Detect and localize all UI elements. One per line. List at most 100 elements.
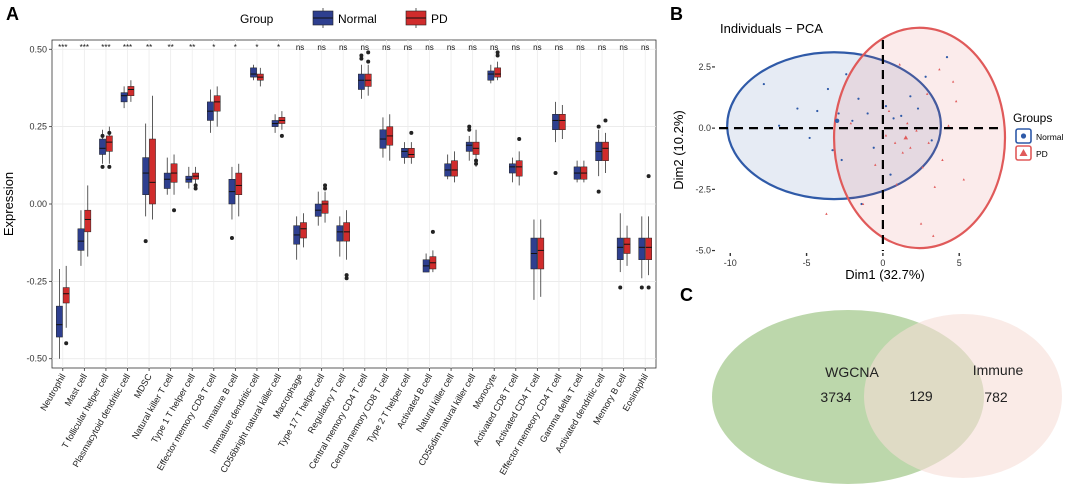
box-pd xyxy=(127,86,135,96)
box-outlier-pd xyxy=(495,50,500,55)
boxplot-y-ticks: -0.50 -0.25 0.00 0.25 0.50 xyxy=(26,44,646,371)
pca-chart: Individuals − PCA -10 -5 0 5-5.0-2.50.02.5 … xyxy=(671,21,1064,282)
pca-y-tick-label: 0.0 xyxy=(698,123,711,133)
pca-point-normal xyxy=(808,136,811,140)
box-pd xyxy=(645,237,652,260)
box-normal xyxy=(638,237,646,260)
pca-point-normal xyxy=(831,149,834,152)
box-normal xyxy=(358,73,365,90)
pca-x-tick-label: 0 xyxy=(880,258,885,268)
pca-point-pd xyxy=(954,99,958,103)
box-outlier-pd xyxy=(517,137,522,142)
significance-label: *** xyxy=(58,43,67,52)
box-pd xyxy=(494,67,501,78)
pca-point-normal xyxy=(930,139,933,142)
pca-title: Individuals − PCA xyxy=(720,21,823,36)
pca-ellipses xyxy=(726,26,1007,250)
pca-point-pd xyxy=(825,212,828,215)
pca-point-normal xyxy=(816,109,819,113)
category-label: MDSC xyxy=(132,372,154,400)
venn-count-wgcna: 3734 xyxy=(820,389,851,405)
box-normal xyxy=(509,163,516,174)
boxplot-legend: Group Normal PD xyxy=(240,8,448,28)
pca-point-normal xyxy=(872,146,875,149)
venn-label-immune: Immune xyxy=(973,362,1024,378)
box-normal xyxy=(56,305,63,338)
box-outlier-normal xyxy=(100,133,105,138)
significance-label: ns xyxy=(339,43,347,52)
significance-label: ns xyxy=(576,43,584,52)
significance-label: ns xyxy=(555,43,563,52)
box-pd xyxy=(407,148,415,158)
venn-count-immune: 782 xyxy=(984,389,1008,405)
significance-label: ns xyxy=(447,43,455,52)
pca-centroid-normal xyxy=(834,118,840,123)
box-normal xyxy=(120,92,128,103)
y-tick-label: 0.50 xyxy=(29,44,47,54)
box-normal xyxy=(336,225,344,242)
pca-x-tick-label: -10 xyxy=(724,258,737,268)
significance-label: ns xyxy=(361,43,369,52)
pca-point-normal xyxy=(916,107,920,110)
pca-point-pd xyxy=(962,178,965,181)
pca-y-tick-label: 2.5 xyxy=(698,62,711,72)
category-label: Neutrophil xyxy=(38,372,67,413)
box-outlier-pd xyxy=(193,183,198,188)
significance-label: * xyxy=(212,43,215,52)
box-normal xyxy=(99,138,106,155)
boxplot-y-axis-title: Expression xyxy=(1,172,16,236)
pca-point-pd xyxy=(915,129,918,132)
box-outlier-pd xyxy=(366,50,371,55)
box-normal xyxy=(616,237,624,260)
pca-point-normal xyxy=(840,158,843,162)
pca-point-normal xyxy=(762,82,765,86)
pca-x-tick-label: -5 xyxy=(803,258,811,268)
pca-centroid-pd xyxy=(903,135,909,140)
box-pd xyxy=(300,222,307,239)
box-outlier-pd xyxy=(474,158,479,163)
pca-point-normal xyxy=(837,112,840,115)
pca-point-pd xyxy=(898,63,901,66)
boxplot-significance: *** *** *** *** ** ** ** * * * * ns ns ns ns ns ns ns ns ns… xyxy=(58,43,649,52)
box-outlier-normal xyxy=(596,189,601,194)
box-outlier-pd xyxy=(603,118,608,123)
pca-point-pd xyxy=(925,92,929,95)
box-outlier-normal xyxy=(553,171,558,176)
pca-point-normal xyxy=(924,75,927,78)
y-tick-label: -0.50 xyxy=(26,354,47,364)
panel-label-a: A xyxy=(6,4,19,24)
legend-label-pd: PD xyxy=(431,12,448,26)
box-normal xyxy=(465,141,473,152)
box-pd xyxy=(515,160,523,177)
significance-label: ns xyxy=(512,43,520,52)
panel-label-b: B xyxy=(670,4,683,24)
box-outlier-pd xyxy=(107,164,112,169)
box-outlier-pd xyxy=(323,186,328,191)
box-outlier-normal xyxy=(467,124,472,129)
pca-point-normal xyxy=(851,119,854,122)
box-normal xyxy=(552,114,559,130)
significance-label: ** xyxy=(168,43,174,52)
pca-point-pd xyxy=(849,121,853,125)
pca-legend: Groups Normal PD xyxy=(1013,111,1064,161)
box-normal xyxy=(142,157,150,195)
box-pd xyxy=(105,135,113,152)
pca-point-normal xyxy=(866,112,869,115)
significance-label: *** xyxy=(101,43,110,52)
box-pd xyxy=(149,138,156,205)
box-outlier-normal xyxy=(143,239,148,244)
box-outlier-pd xyxy=(409,130,414,135)
venn-label-wgcna: WGCNA xyxy=(825,364,879,380)
significance-label: ns xyxy=(404,43,412,52)
pca-legend-label-pd: PD xyxy=(1036,149,1048,159)
box-pd xyxy=(213,95,221,112)
boxplot-legend-title: Group xyxy=(240,12,274,26)
pca-point-normal xyxy=(884,105,888,108)
box-outlier-pd xyxy=(646,285,651,290)
significance-label: ns xyxy=(317,43,325,52)
significance-label: ns xyxy=(533,43,541,52)
pca-point-pd xyxy=(874,163,877,166)
pca-point-normal xyxy=(945,56,949,59)
box-outlier-normal xyxy=(639,285,644,290)
